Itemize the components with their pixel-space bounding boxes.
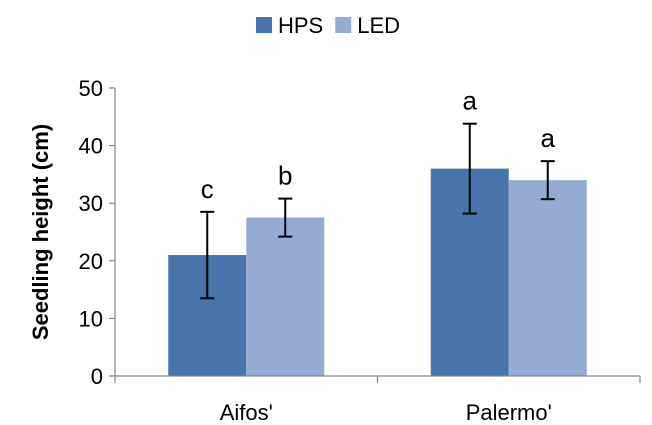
x-tick-label: Palermo' (466, 400, 552, 425)
legend: HPS LED (256, 13, 400, 38)
legend-swatch (335, 17, 352, 33)
legend-swatch (256, 17, 272, 33)
significance-label: c (201, 174, 214, 204)
y-tick-label: 10 (79, 306, 103, 331)
bar (508, 180, 587, 376)
y-axis: 0 10 20 30 40 50 (79, 76, 116, 389)
y-tick-label: 40 (79, 134, 103, 159)
legend-label: HPS (278, 13, 323, 38)
bar (246, 217, 325, 376)
x-tick-label: Aifos' (220, 400, 273, 425)
y-tick-label: 30 (79, 191, 103, 216)
bars: c b a a (168, 86, 587, 376)
significance-label: a (541, 123, 556, 153)
y-axis-title: Seedling height (cm) (28, 124, 53, 340)
significance-label: a (463, 86, 478, 116)
y-tick-label: 20 (79, 249, 103, 274)
legend-label: LED (357, 13, 400, 38)
x-axis: Aifos' Palermo' (114, 375, 641, 425)
y-tick-label: 50 (79, 76, 103, 101)
significance-label: b (278, 161, 292, 191)
y-tick-label: 0 (91, 364, 103, 389)
